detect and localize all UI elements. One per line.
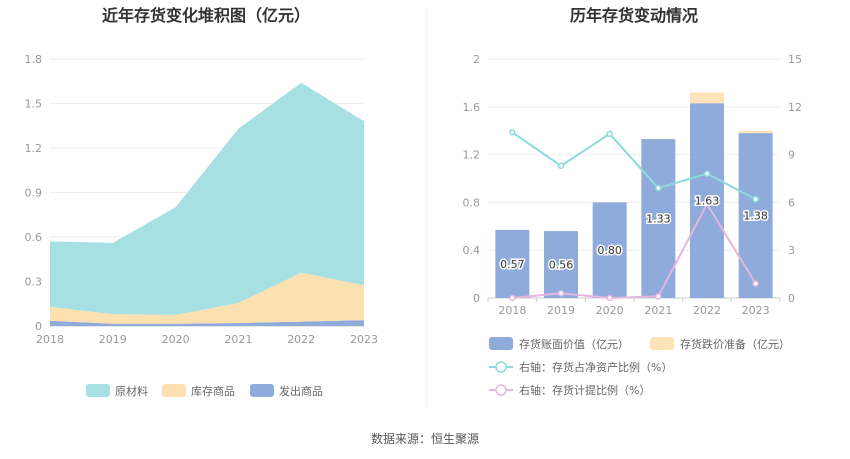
net-asset-ratio-point bbox=[606, 130, 613, 138]
bar-x-tick-label: 2019 bbox=[547, 304, 575, 317]
bar-data-label: 1.38 bbox=[743, 210, 768, 223]
area-x-tick-label: 2022 bbox=[287, 333, 315, 346]
area-chart-title: 近年存货变化堆积图（亿元） bbox=[102, 6, 310, 25]
bar-x-tick-label: 2022 bbox=[693, 304, 721, 317]
area-chart-areas bbox=[50, 82, 364, 326]
inventory-value-bar bbox=[641, 139, 676, 298]
data-source-label: 数据来源：恒生聚源 bbox=[371, 431, 479, 446]
bar-data-label: 0.57 bbox=[500, 258, 525, 271]
bar-data-label: 0.56 bbox=[549, 259, 574, 272]
inventory-value-bar bbox=[592, 202, 627, 298]
bar-legend-swatch bbox=[489, 337, 513, 350]
net-asset-ratio-point bbox=[509, 129, 516, 136]
area-legend-swatch bbox=[86, 384, 110, 397]
bar-y-tick-label: 0.4 bbox=[463, 244, 481, 257]
bar-y-tick-label: 0.8 bbox=[463, 196, 481, 209]
area-x-tick-label: 2019 bbox=[99, 333, 127, 346]
bar-chart-y-axis: 0 0.4 0.8 1.2 1.6 2 bbox=[463, 53, 481, 305]
provision-ratio-point bbox=[606, 294, 613, 302]
area-y-tick-label: 0.3 bbox=[25, 276, 43, 289]
area-y-tick-label: 1.8 bbox=[25, 53, 43, 66]
bar-data-label: 1.63 bbox=[695, 195, 720, 208]
bar-legend-label: 存货账面价值（亿元） bbox=[519, 337, 629, 351]
bar-chart-bars bbox=[495, 92, 773, 298]
net-asset-ratio-point bbox=[557, 162, 565, 170]
net-asset-ratio-point bbox=[703, 170, 711, 177]
bar-chart-lines bbox=[509, 129, 759, 302]
bar-y-tick-label: 1.2 bbox=[463, 149, 481, 162]
area-y-tick-label: 1.5 bbox=[25, 98, 43, 111]
bar-chart-x-axis: 2018 2019 2020 2021 2022 2023 bbox=[487, 298, 781, 317]
area-x-tick-label: 2021 bbox=[224, 333, 252, 346]
impairment-reserve-bar bbox=[738, 130, 773, 134]
bar-data-label: 1.33 bbox=[646, 213, 671, 226]
area-y-tick-label: 0.6 bbox=[25, 231, 43, 244]
bar-chart-y2-axis: 0 3 6 9 12 15 bbox=[788, 53, 802, 305]
inventory-value-bar bbox=[495, 229, 530, 298]
area-chart-legend: 原材料 库存商品 发出商品 bbox=[86, 384, 323, 398]
area-series-发出商品 bbox=[50, 320, 364, 326]
provision-ratio-point bbox=[557, 289, 565, 297]
bar-y2-tick-label: 15 bbox=[788, 53, 802, 66]
inventory-bar-line-chart: 历年存货变动情况 0.57 0.560.801.331.631.38 00.40.… bbox=[463, 6, 803, 397]
bar-x-tick-label: 2020 bbox=[596, 304, 624, 317]
bar-data-label: 0.80 bbox=[597, 244, 622, 257]
bar-y-tick-label: 2 bbox=[473, 53, 480, 66]
bar-y-tick-label: 0 bbox=[473, 292, 480, 305]
inventory-value-bar bbox=[738, 133, 773, 298]
bar-y2-tick-label: 12 bbox=[788, 101, 802, 114]
area-x-tick-label: 2023 bbox=[350, 333, 378, 346]
bar-chart-data-labels: 0.57 0.56 0.80 1.33 1.63 1.38 bbox=[499, 193, 770, 273]
line-legend-marker bbox=[495, 384, 507, 396]
net-asset-ratio-line bbox=[511, 131, 757, 201]
bar-chart-legend: 存货账面价值（亿元） 存货跌价准备（亿元） 右轴：存货占净资产比例（%） 右轴：存货计… bbox=[489, 337, 790, 397]
bar-chart-title: 历年存货变动情况 bbox=[570, 6, 698, 25]
provision-ratio-line bbox=[512, 201, 757, 300]
bar-y2-tick-label: 6 bbox=[788, 196, 795, 209]
area-legend-label: 库存商品 bbox=[191, 384, 235, 398]
bar-x-tick-label: 2018 bbox=[498, 304, 526, 317]
bar-legend-label: 存货跌价准备（亿元） bbox=[680, 337, 790, 351]
inventory-value-bar bbox=[544, 231, 578, 298]
line-legend-label: 右轴：存货计提比例（%） bbox=[519, 383, 650, 397]
area-chart-x-axis: 2018 2019 2020 2021 2022 2023 bbox=[36, 333, 378, 346]
bar-x-tick-label: 2021 bbox=[644, 304, 672, 317]
area-x-tick-label: 2018 bbox=[36, 333, 64, 346]
area-legend-label: 原材料 bbox=[115, 384, 148, 398]
area-y-tick-label: 0.9 bbox=[25, 187, 43, 200]
bar-chart-grid bbox=[488, 58, 780, 299]
area-y-tick-label: 0 bbox=[35, 320, 42, 333]
line-legend-label: 右轴：存货占净资产比例（%） bbox=[519, 360, 672, 374]
bar-x-tick-label: 2023 bbox=[742, 304, 770, 317]
area-legend-swatch bbox=[162, 384, 186, 397]
provision-ratio-point bbox=[703, 200, 711, 208]
area-chart-y-axis: 0 0.3 0.6 0.9 1.2 1.5 1.8 bbox=[25, 53, 43, 333]
inventory-value-bar bbox=[690, 103, 724, 298]
impairment-reserve-bar bbox=[690, 92, 724, 104]
area-series-库存商品 bbox=[50, 272, 364, 324]
area-legend-swatch bbox=[250, 384, 274, 397]
bar-legend-swatch bbox=[650, 337, 674, 350]
provision-ratio-point bbox=[655, 293, 662, 300]
bar-y-tick-label: 1.6 bbox=[463, 101, 481, 114]
net-asset-ratio-point bbox=[655, 184, 662, 192]
stacked-area-chart: 近年存货变化堆积图（亿元） 00.30.60.91.21.51.8 2018 20… bbox=[25, 6, 379, 398]
line-legend-marker bbox=[495, 361, 507, 373]
bar-y2-tick-label: 3 bbox=[788, 244, 795, 257]
provision-ratio-point bbox=[752, 280, 759, 287]
net-asset-ratio-point bbox=[752, 195, 759, 203]
area-x-tick-label: 2020 bbox=[162, 333, 190, 346]
provision-ratio-point bbox=[509, 294, 516, 302]
bar-y2-tick-label: 0 bbox=[788, 292, 795, 305]
area-series-原材料 bbox=[50, 82, 364, 315]
area-legend-label: 发出商品 bbox=[279, 384, 323, 398]
bar-y2-tick-label: 9 bbox=[788, 149, 795, 162]
area-y-tick-label: 1.2 bbox=[25, 142, 43, 155]
